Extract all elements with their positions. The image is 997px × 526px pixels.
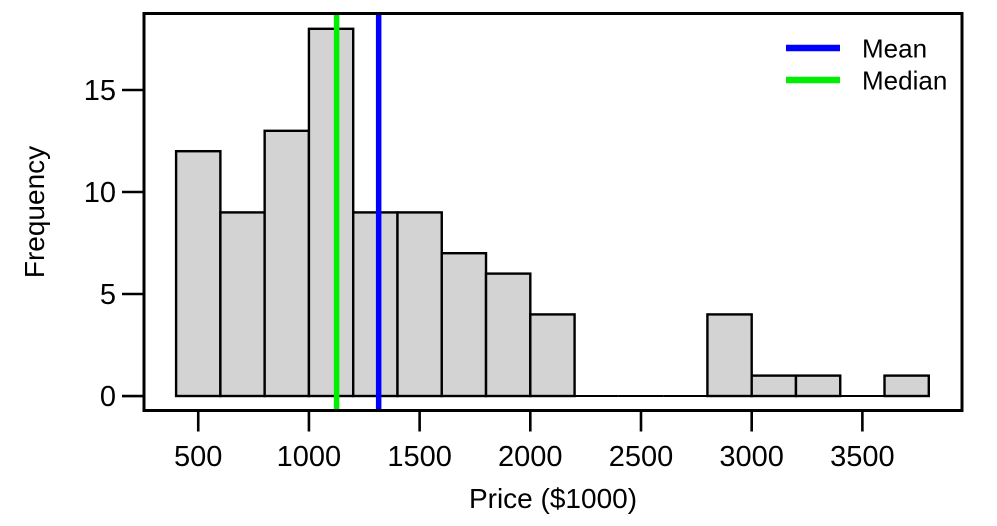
histogram-bar bbox=[263, 129, 311, 398]
histogram-bar bbox=[750, 374, 798, 398]
plot-border bbox=[142, 12, 964, 412]
y-axis-title: Frequency bbox=[19, 146, 50, 278]
histogram-bar bbox=[396, 211, 443, 398]
bars-group bbox=[174, 27, 930, 398]
legend-mean-label: Mean bbox=[862, 34, 927, 64]
x-tick-label: 3500 bbox=[830, 441, 895, 473]
histogram-bar bbox=[219, 211, 266, 398]
histogram-bar bbox=[706, 313, 753, 398]
x-tick-label: 500 bbox=[174, 441, 222, 473]
histogram-bar bbox=[484, 272, 532, 398]
x-axis-title: Price ($1000) bbox=[469, 483, 637, 514]
histogram-bar bbox=[794, 374, 842, 398]
histogram-bar bbox=[440, 252, 488, 398]
x-tick-label: 3000 bbox=[719, 441, 784, 473]
histogram-bar bbox=[883, 374, 930, 398]
histogram-bar bbox=[529, 313, 576, 398]
x-tick-label: 1500 bbox=[387, 441, 452, 473]
legend-median-label: Median bbox=[862, 66, 947, 96]
x-axis: 500 1000 1500 2000 2500 3000 3500 bbox=[174, 410, 895, 473]
y-tick-label: 10 bbox=[84, 177, 116, 209]
x-tick-label: 2500 bbox=[609, 441, 674, 473]
y-tick-label: 0 bbox=[100, 381, 116, 413]
histogram-bar bbox=[352, 211, 399, 398]
histogram-bar bbox=[174, 150, 222, 398]
histogram-bar bbox=[307, 27, 355, 398]
y-axis: 0 5 10 15 bbox=[84, 75, 144, 413]
x-tick-label: 1000 bbox=[277, 441, 342, 473]
y-tick-label: 15 bbox=[84, 75, 116, 107]
reference-lines-group bbox=[333, 13, 382, 411]
x-tick-label: 2000 bbox=[498, 441, 563, 473]
y-tick-label: 5 bbox=[100, 279, 116, 311]
